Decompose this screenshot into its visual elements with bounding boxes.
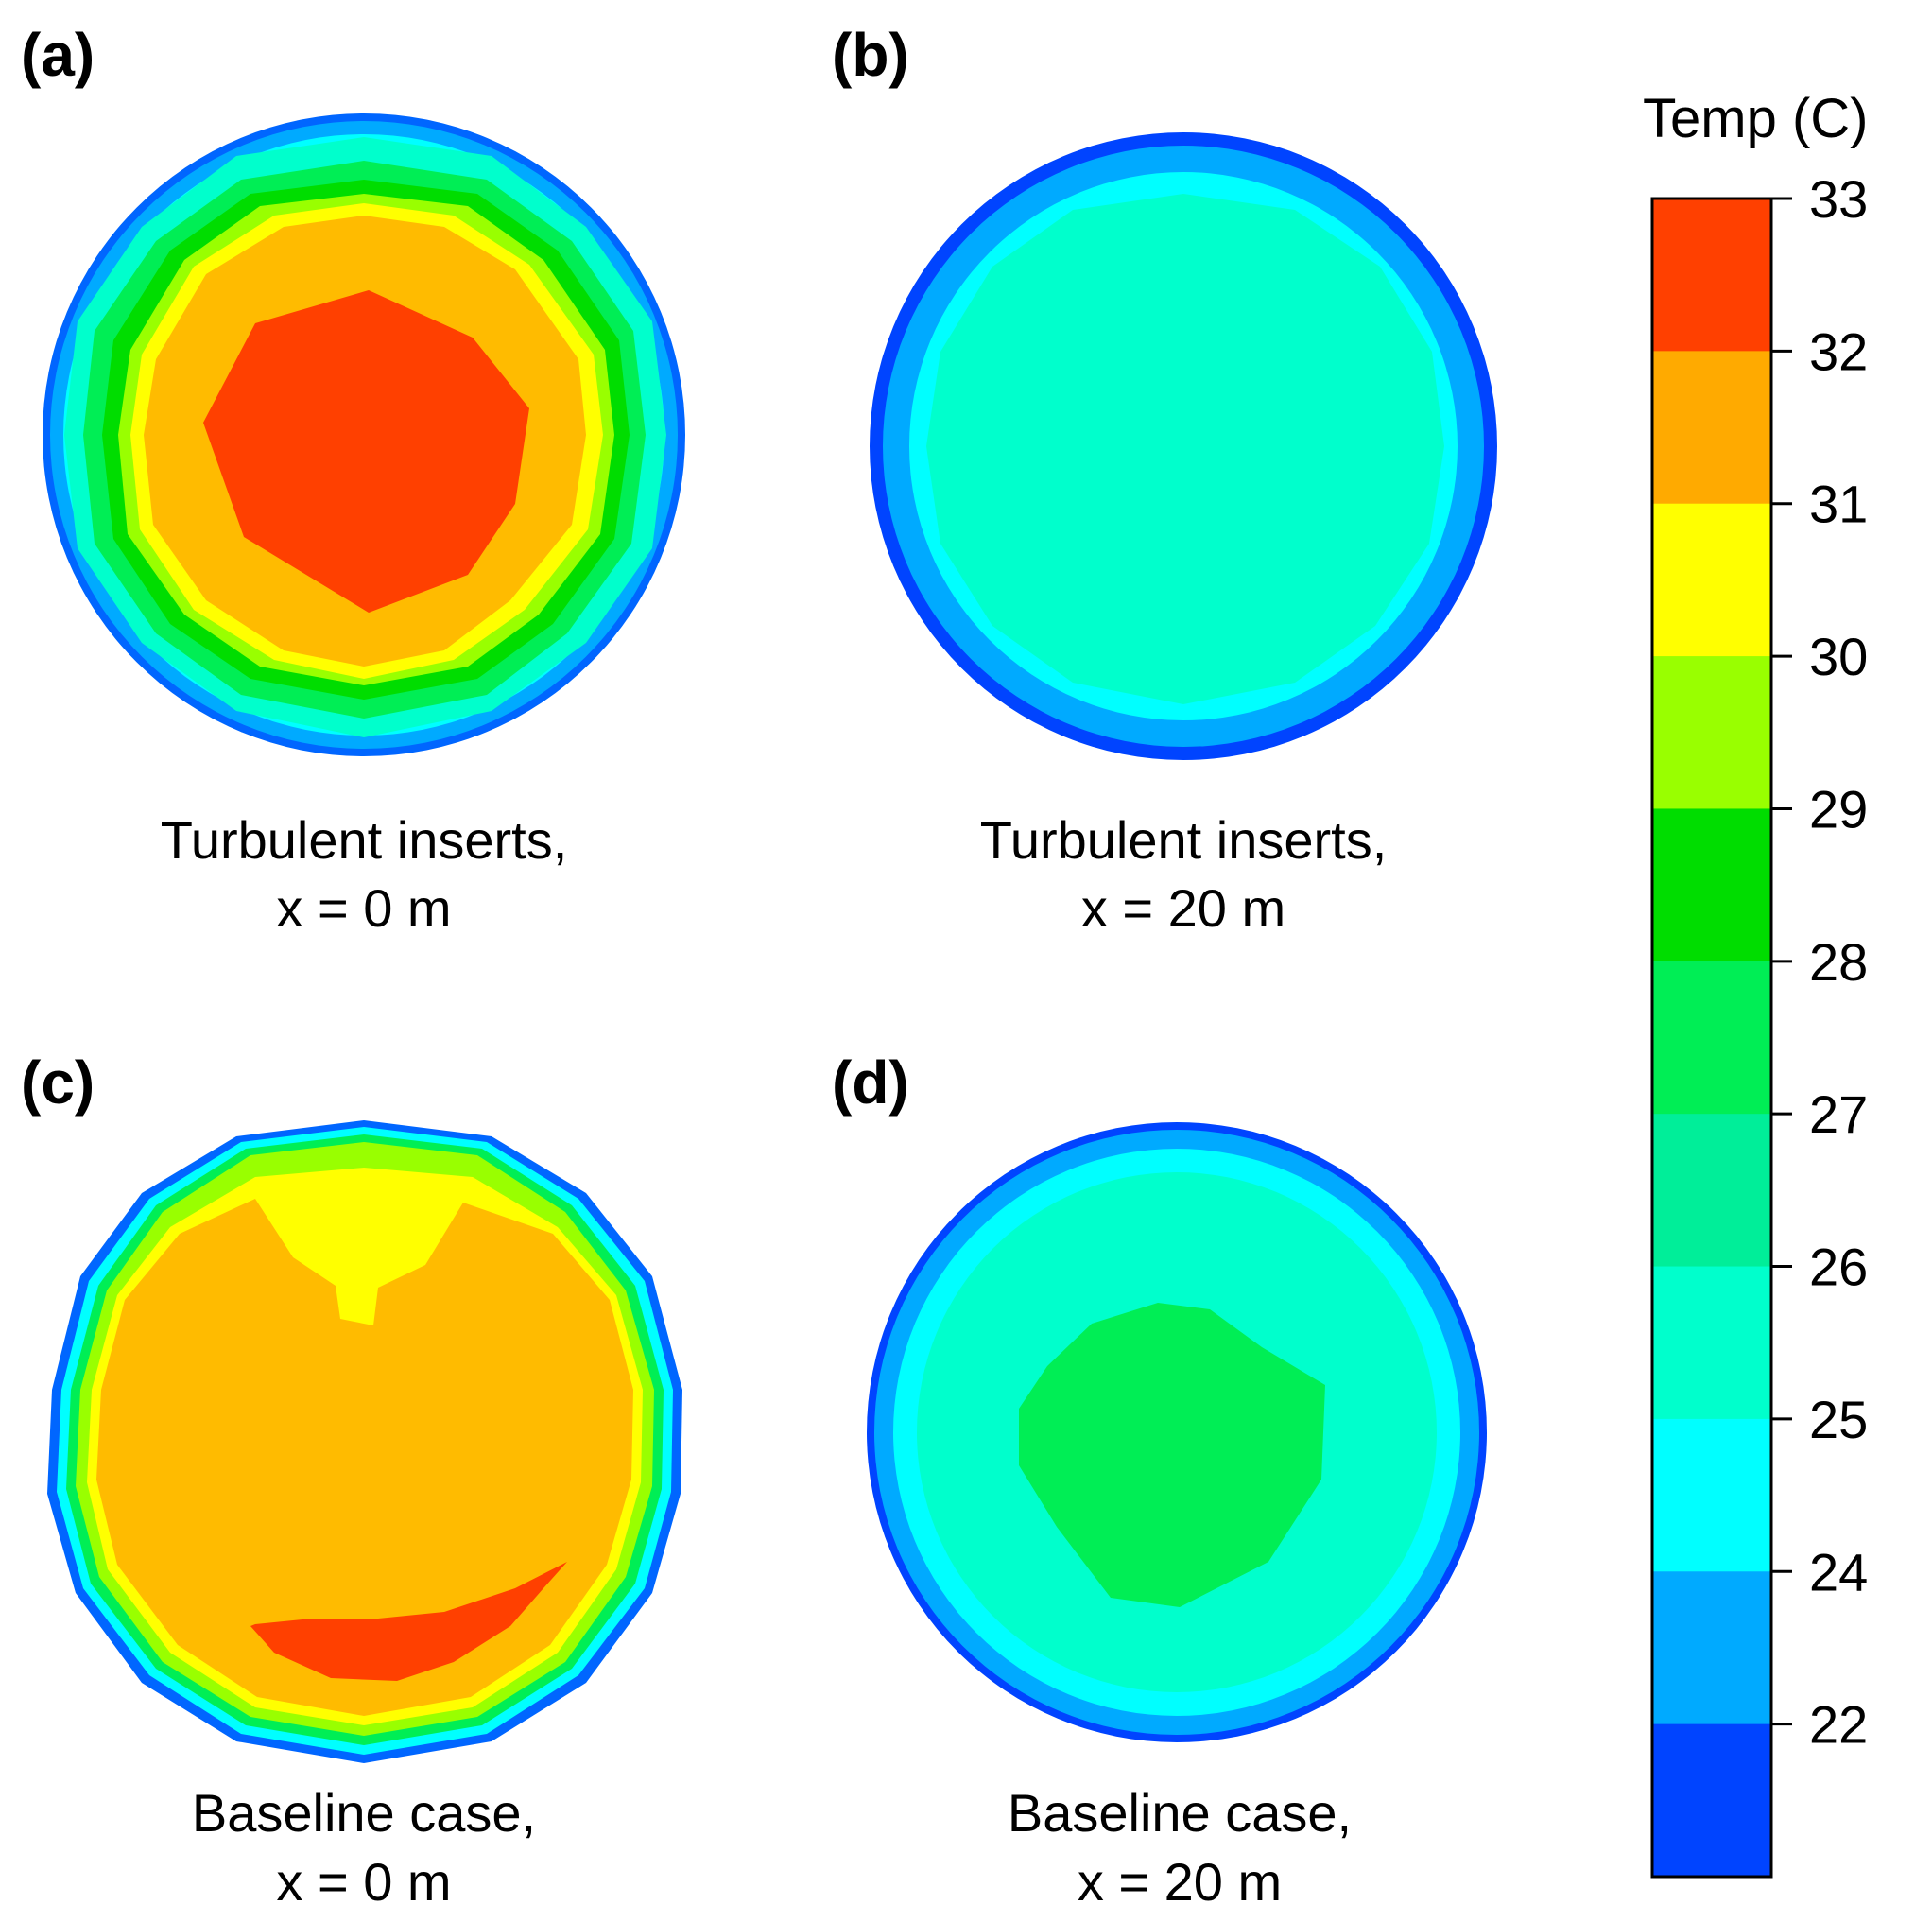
colorbar-band	[1652, 503, 1771, 657]
panel-a-caption-line2: x = 0 m	[276, 878, 451, 938]
colorbar-band	[1652, 1571, 1771, 1725]
colorbar-tick-label: 25	[1809, 1390, 1868, 1449]
colorbar-bands	[1652, 199, 1771, 1878]
panel-b: (b) Turbulent inserts, x = 20 m	[832, 21, 1497, 938]
colorbar-title: Temp (C)	[1643, 88, 1868, 149]
panel-a: (a) Turbulent inserts, x = 0 m	[21, 21, 685, 938]
colorbar-band	[1652, 961, 1771, 1115]
colorbar: Temp (C) 33 32 31 30 29 28 27 26 25 24 22	[1643, 88, 1868, 1879]
panel-d-label: (d)	[832, 1048, 909, 1117]
panel-c: (c) Baseline case, x = 0 m	[21, 1048, 682, 1912]
panel-b-core-26	[926, 194, 1444, 704]
panel-a-caption-line1: Turbulent inserts,	[161, 810, 568, 870]
colorbar-band	[1652, 351, 1771, 505]
panel-a-label: (a)	[21, 21, 95, 89]
colorbar-band	[1652, 656, 1771, 809]
panel-b-label: (b)	[832, 21, 909, 89]
panel-c-label: (c)	[21, 1048, 95, 1117]
colorbar-tick-label: 33	[1809, 169, 1868, 229]
colorbar-band	[1652, 1418, 1771, 1572]
panel-d-caption-line2: x = 20 m	[1078, 1852, 1282, 1912]
colorbar-ticks: 33 32 31 30 29 28 27 26 25 24 22	[1771, 169, 1868, 1755]
colorbar-tick-label: 27	[1809, 1084, 1868, 1144]
panel-d: (d) Baseline case, x = 20 m	[832, 1048, 1487, 1912]
colorbar-tick-label: 26	[1809, 1238, 1868, 1297]
colorbar-tick-label: 28	[1809, 932, 1868, 992]
panel-c-caption-line2: x = 0 m	[276, 1852, 451, 1912]
colorbar-tick-label: 22	[1809, 1695, 1868, 1755]
colorbar-band	[1652, 1114, 1771, 1268]
panel-c-band-32	[96, 1199, 633, 1716]
colorbar-tick-label: 29	[1809, 779, 1868, 839]
colorbar-band	[1652, 1266, 1771, 1420]
panel-a-core-33	[203, 290, 529, 613]
colorbar-tick-label: 31	[1809, 475, 1868, 534]
colorbar-band	[1652, 808, 1771, 962]
panel-d-caption-line1: Baseline case,	[1008, 1783, 1352, 1843]
panel-c-caption-line1: Baseline case,	[192, 1783, 536, 1843]
colorbar-tick-label: 30	[1809, 627, 1868, 686]
panel-b-caption-line2: x = 20 m	[1081, 878, 1285, 938]
colorbar-tick-label: 32	[1809, 321, 1868, 381]
panel-b-caption-line1: Turbulent inserts,	[980, 810, 1388, 870]
panel-c-hotspot-33	[250, 1562, 567, 1681]
colorbar-tick-label: 24	[1809, 1542, 1868, 1602]
colorbar-frame	[1650, 197, 1773, 1879]
colorbar-band	[1652, 199, 1771, 352]
colorbar-band	[1652, 1723, 1771, 1878]
panel-d-core-28	[1019, 1303, 1325, 1607]
